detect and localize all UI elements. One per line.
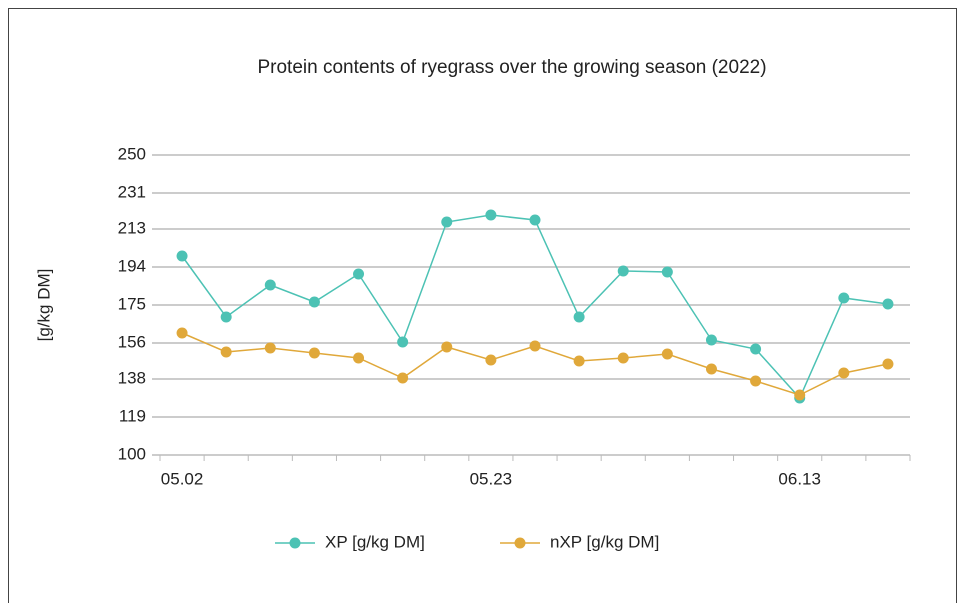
data-point — [264, 279, 276, 291]
data-point — [661, 348, 673, 360]
y-tick-label: 175 — [118, 294, 146, 313]
chart-title: Protein contents of ryegrass over the gr… — [257, 57, 766, 78]
data-point — [441, 216, 453, 228]
data-point — [529, 214, 541, 226]
frame — [8, 8, 957, 603]
y-tick-label: 100 — [118, 444, 146, 463]
data-point — [617, 265, 629, 277]
data-point — [838, 292, 850, 304]
data-point — [705, 334, 717, 346]
data-point — [661, 266, 673, 278]
data-point — [617, 352, 629, 364]
data-point — [573, 355, 585, 367]
data-point — [838, 367, 850, 379]
legend-marker — [514, 537, 526, 549]
data-point — [397, 372, 409, 384]
data-point — [750, 343, 762, 355]
y-axis-label: [g/kg DM] — [34, 269, 53, 342]
data-point — [176, 250, 188, 262]
x-tick-label: 05.02 — [161, 469, 204, 488]
legend-label: nXP [g/kg DM] — [550, 532, 659, 551]
data-point — [750, 375, 762, 387]
data-point — [485, 209, 497, 221]
data-point — [176, 327, 188, 339]
x-tick-label: 06.13 — [778, 469, 821, 488]
data-point — [264, 342, 276, 354]
data-point — [441, 341, 453, 353]
data-point — [353, 268, 365, 280]
y-tick-label: 194 — [118, 256, 146, 275]
data-point — [794, 389, 806, 401]
y-tick-label: 138 — [118, 368, 146, 387]
data-point — [882, 358, 894, 370]
data-point — [529, 340, 541, 352]
data-point — [220, 311, 232, 323]
legend-label: XP [g/kg DM] — [325, 532, 425, 551]
legend-marker — [289, 537, 301, 549]
y-tick-label: 119 — [119, 406, 146, 425]
x-tick-label: 05.23 — [470, 469, 513, 488]
data-point — [485, 354, 497, 366]
data-point — [397, 336, 409, 348]
data-point — [705, 363, 717, 375]
data-point — [308, 347, 320, 359]
data-point — [220, 346, 232, 358]
data-point — [882, 298, 894, 310]
data-point — [308, 296, 320, 308]
y-tick-label: 250 — [118, 144, 146, 163]
y-tick-label: 213 — [118, 218, 146, 237]
y-tick-label: 156 — [118, 332, 146, 351]
data-point — [353, 352, 365, 364]
series-line — [181, 214, 889, 400]
data-point — [573, 311, 585, 323]
y-tick-label: 231 — [118, 182, 146, 201]
